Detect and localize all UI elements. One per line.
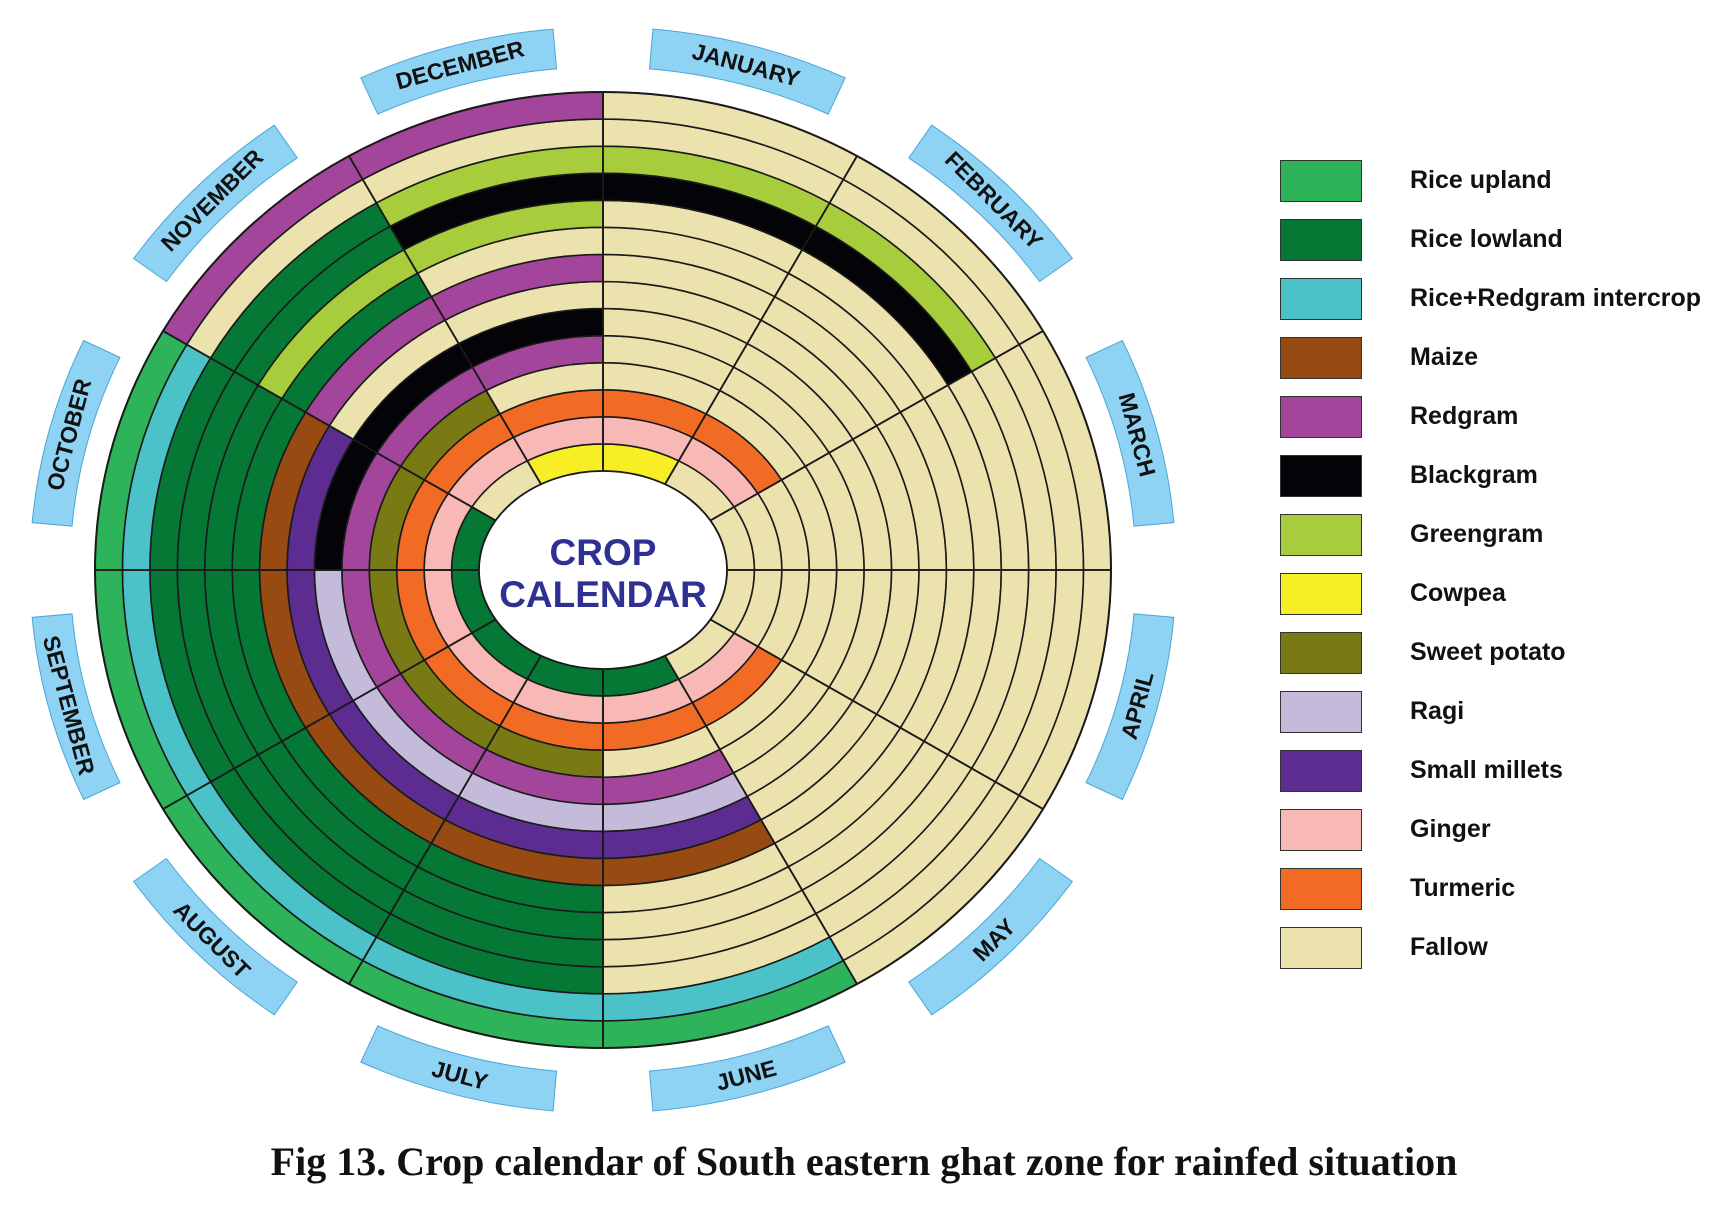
legend-label: Rice+Redgram intercrop [1410, 284, 1702, 312]
legend-label: Ragi [1410, 697, 1465, 725]
legend-item-blackgram: Blackgram [1280, 455, 1720, 499]
month-dividers [95, 92, 1111, 1048]
legend-item-turmeric: Turmeric [1280, 868, 1720, 912]
legend-label: Ginger [1410, 815, 1491, 843]
legend-label: Sweet potato [1410, 638, 1566, 666]
legend-swatch [1280, 868, 1362, 910]
legend-item-greengram: Greengram [1280, 514, 1720, 558]
legend-item-redgram: Redgram [1280, 396, 1720, 440]
month-label-july: JULY [360, 1025, 558, 1112]
legend-swatch [1280, 632, 1362, 674]
month-label-banner [31, 613, 121, 801]
center-title-line2: CALENDAR [499, 574, 707, 615]
center-hole [478, 470, 728, 670]
month-divider-line [664, 655, 858, 985]
month-label-banner [1085, 613, 1175, 801]
month-divider-line [348, 155, 542, 485]
legend-label: Rice upland [1410, 166, 1552, 194]
month-label-banner [360, 1025, 558, 1112]
legend-swatch [1280, 809, 1362, 851]
month-divider-line [348, 655, 542, 985]
legend-swatch [1280, 691, 1362, 733]
month-divider-line [162, 618, 497, 810]
legend-item-cowpea: Cowpea [1280, 573, 1720, 617]
month-label-june: JUNE [648, 1025, 846, 1112]
legend-item-rice-redgram: Rice+Redgram intercrop [1280, 278, 1720, 322]
figure-caption: Fig 13. Crop calendar of South eastern g… [270, 1139, 1458, 1184]
legend-item-ginger: Ginger [1280, 809, 1720, 853]
legend-swatch [1280, 573, 1362, 615]
month-label-banner [132, 857, 298, 1016]
ring-cells [94, 91, 1112, 1049]
legend-label: Blackgram [1410, 461, 1538, 489]
legend-swatch [1280, 750, 1362, 792]
month-label-banner [1085, 339, 1175, 527]
month-label-banner [908, 124, 1074, 283]
month-label-text: AUGUST [168, 896, 255, 983]
legend-label: Rice lowland [1410, 225, 1563, 253]
crop-calendar-wheel: CROPCALENDARJANUARYFEBRUARYMARCHAPRILMAY… [31, 28, 1175, 1112]
legend-swatch [1280, 396, 1362, 438]
legend-swatch [1280, 455, 1362, 497]
legend-swatch [1280, 160, 1362, 202]
legend-label: Small millets [1410, 756, 1563, 784]
month-label-banner [360, 28, 558, 115]
legend-swatch [1280, 278, 1362, 320]
month-divider-line [709, 330, 1044, 522]
legend-label: Fallow [1410, 933, 1488, 961]
legend-label: Redgram [1410, 402, 1519, 430]
month-label-banner [908, 857, 1074, 1016]
legend-item-small-millets: Small millets [1280, 750, 1720, 794]
month-divider-line [709, 618, 1044, 810]
month-label-banner [31, 339, 121, 527]
legend-item-rice-lowland: Rice lowland [1280, 219, 1720, 263]
month-divider-line [162, 330, 497, 522]
legend-label: Cowpea [1410, 579, 1506, 607]
legend-label: Maize [1410, 343, 1479, 371]
legend-swatch [1280, 927, 1362, 969]
month-divider-line [664, 155, 858, 485]
month-label-banner [648, 1025, 846, 1112]
outer-border [94, 91, 1112, 1049]
legend-swatch [1280, 514, 1362, 556]
legend-item-maize: Maize [1280, 337, 1720, 381]
legend-label: Turmeric [1410, 874, 1516, 902]
legend-swatch [1280, 219, 1362, 261]
legend-swatch [1280, 337, 1362, 379]
legend-item-ragi: Ragi [1280, 691, 1720, 735]
month-label-banner [132, 124, 298, 283]
legend-item-fallow: Fallow [1280, 927, 1720, 971]
center-title-line1: CROP [550, 532, 657, 573]
legend-label: Greengram [1410, 520, 1544, 548]
legend-item-rice-upland: Rice upland [1280, 160, 1720, 204]
month-label-banner [648, 28, 846, 115]
legend-item-sweet-potato: Sweet potato [1280, 632, 1720, 676]
